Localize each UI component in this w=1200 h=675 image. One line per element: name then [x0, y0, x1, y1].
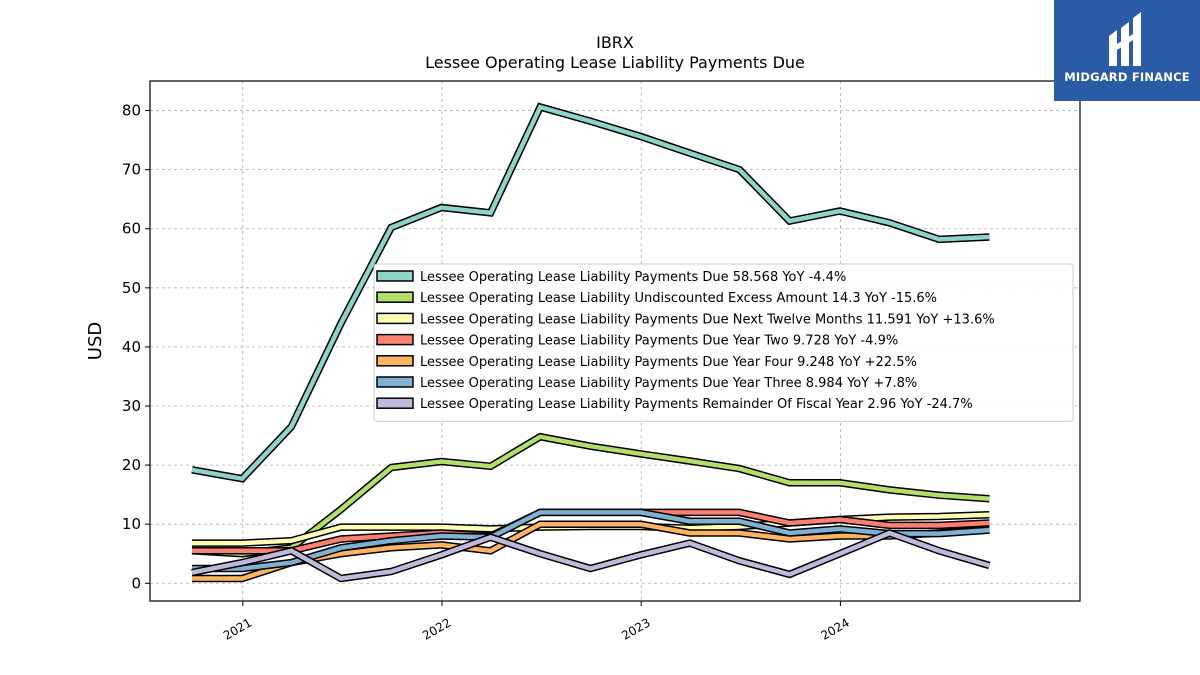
series-line	[191, 530, 991, 581]
legend-swatch	[376, 355, 414, 367]
x-tick-label: 2021	[221, 615, 254, 642]
legend-entry: Lessee Operating Lease Liability Payment…	[420, 355, 917, 370]
legend-entry: Lessee Operating Lease Liability Undisco…	[420, 291, 937, 306]
logo-mark-icon	[1109, 12, 1141, 66]
legend-swatch	[376, 376, 414, 388]
y-axis-ticks: 0 10 20 30 40 50 60 70 80	[122, 102, 150, 592]
y-tick-label: 10	[122, 515, 141, 533]
y-tick-label: 0	[131, 574, 141, 592]
legend-entry: Lessee Operating Lease Liability Payment…	[420, 397, 973, 412]
legend-swatch	[376, 291, 414, 303]
y-tick-label: 30	[122, 397, 141, 415]
chart-subtitle: Lessee Operating Lease Liability Payment…	[425, 53, 805, 72]
series-line	[191, 104, 990, 482]
legend-entry: Lessee Operating Lease Liability Payment…	[420, 270, 846, 285]
y-tick-label: 80	[122, 102, 141, 120]
x-tick-label: 2024	[818, 615, 851, 642]
y-tick-label: 50	[122, 279, 141, 297]
plot-frame	[149, 80, 1081, 602]
y-tick-label: 20	[122, 456, 141, 474]
x-tick-label: 2022	[420, 615, 453, 642]
series-line	[191, 434, 990, 556]
legend-entry: Lessee Operating Lease Liability Payment…	[420, 376, 917, 391]
y-tick-label: 70	[122, 161, 141, 179]
series-line	[192, 521, 990, 581]
legend-swatch	[376, 270, 414, 282]
legend-entry: Lessee Operating Lease Liability Payment…	[420, 334, 898, 349]
legend: Lessee Operating Lease Liability Payment…	[373, 263, 1074, 422]
y-tick-label: 60	[122, 220, 141, 238]
legend-swatch	[376, 397, 414, 409]
legend-swatch	[376, 333, 414, 346]
midgard-finance-logo: MIDGARD FINANCE	[1054, 0, 1200, 101]
legend-box	[373, 263, 1074, 422]
x-axis-ticks: 2021 2022 2023 2024	[221, 601, 852, 643]
series-lines	[191, 102, 991, 583]
y-axis-label: USD	[85, 322, 106, 360]
y-tick-label: 40	[122, 338, 141, 356]
x-tick-label: 2023	[619, 615, 652, 642]
legend-entry: Lessee Operating Lease Liability Payment…	[420, 312, 995, 327]
logo-text: MIDGARD FINANCE	[1064, 70, 1190, 84]
legend-swatch	[376, 312, 414, 325]
series-line	[192, 510, 990, 571]
chart-title: IBRX	[596, 33, 634, 52]
